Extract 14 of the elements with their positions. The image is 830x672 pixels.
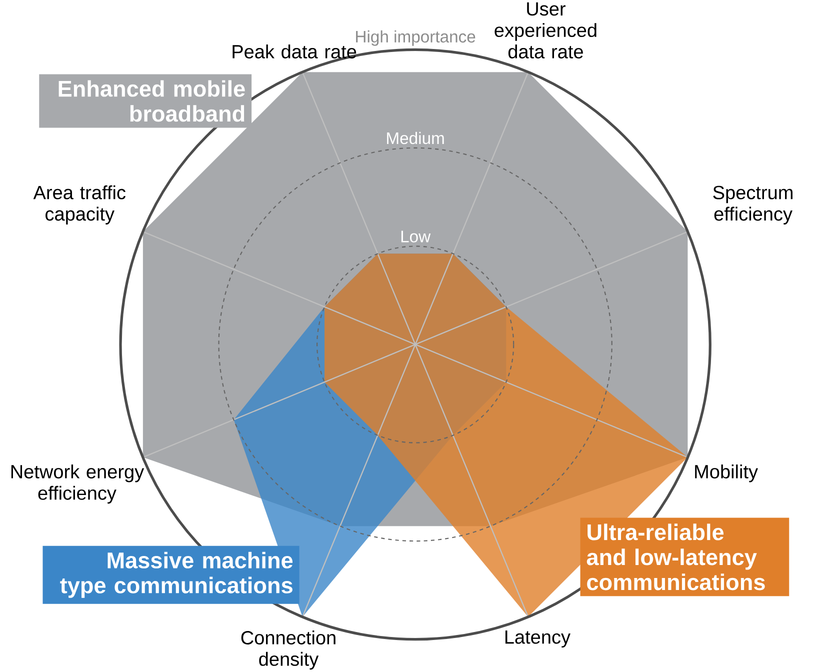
spoke-label: User experienced data rate <box>494 2 596 58</box>
spoke-label: Mobility <box>695 464 758 482</box>
series-label: Enhanced mobile broadband <box>58 80 245 122</box>
spoke-label: Peak data rate <box>232 44 356 58</box>
spoke-label: Connection density <box>241 630 336 670</box>
spoke-label: Network energy efficiency <box>11 464 144 504</box>
series-label: Massive machine type communications <box>60 552 293 598</box>
y-tick-label: Low <box>401 230 431 242</box>
spoke-label: Spectrum efficiency <box>713 186 792 224</box>
y-tick-label: High importance <box>356 30 476 46</box>
y-tick-label: Medium <box>387 132 444 144</box>
spoke-label: Area traffic capacity <box>33 185 126 224</box>
spoke-label: Latency <box>505 630 570 648</box>
series-label: Ultra-reliable and low-latency communications <box>586 524 765 590</box>
